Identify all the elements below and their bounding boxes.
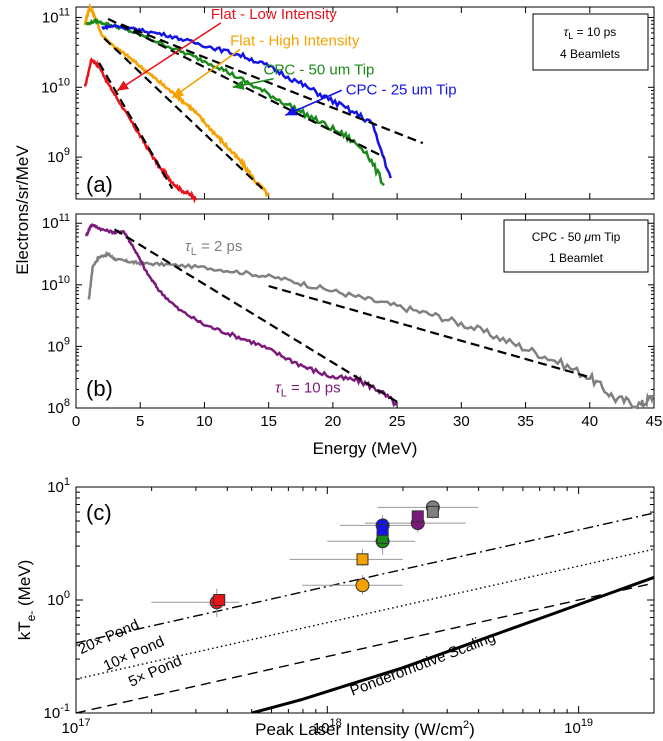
b-xtick-label-4: 20 [325,413,342,430]
b-y-tick-label-0: 108 [47,397,70,417]
a-arrow-flat-high-intensity [171,48,241,99]
legend-b-tip: m Tip [591,230,621,244]
c-point-square-flat-high-intensity [356,553,369,566]
c-line-5-pond [76,582,654,713]
svg-text:Peak Laser Intensity (W/cm2): Peak Laser Intensity (W/cm2) [255,719,475,739]
b-xtick-label-8: 40 [581,413,598,430]
y-axis-label-c-sub: e- [24,611,38,622]
c-point-square-flat-low-intensity [213,594,226,606]
panel-b-frame [75,213,655,409]
c-y-tick-label-2: 101 [47,476,70,496]
legend-b-cpc: CPC - 50 [532,230,585,244]
b-y-tick-label-2: 1010 [41,274,70,294]
b-xtick-label-7: 35 [517,413,534,430]
c-point-square-1-beamlet-10-ps [411,510,424,523]
legend-a-tau: τ [564,25,570,39]
a-arrow-flat-low-intensity [116,22,222,92]
a-fit-25um [120,23,424,145]
x-axis-label-c: Peak Laser Intensity (W/cm [255,720,463,739]
c-point-circle-flat-high-intensity [355,578,370,593]
a-label-cpc-50-um-tip: CPC - 50 um Tip [264,62,375,79]
b-xtick-label-0: 0 [72,413,80,430]
c-x-tick-label-1: 1018 [313,717,342,737]
legend-b-mu: μ [583,230,591,244]
a-arrowhead-cpc-25-um-tip [285,106,298,116]
b-xtick-label-3: 15 [260,413,277,430]
a-arrowhead-flat-high-intensity [172,87,185,98]
b-xtick-label-2: 10 [196,413,213,430]
a-label-flat-high-intensity: Flat - High Intensity [230,32,360,49]
b-xtick-label-1: 5 [136,413,144,430]
c-line-20-pond [76,512,654,644]
svg-text:τL = 10 ps: τL = 10 ps [564,25,617,41]
y-axis-label-ab: Electrons/sr/MeV [13,145,32,275]
b-fit-10ps [113,228,398,403]
c-line-ponderomotive-scaling [251,575,654,713]
b-xtick-label-6: 30 [453,413,470,430]
y-axis-label-c-unit: (MeV) [15,560,34,611]
c-x-tick-label-2: 1019 [564,717,593,737]
a-arrowhead-cpc-50-um-tip [232,80,245,90]
c-y-tick-label-1: 100 [47,589,70,609]
a-series-flat-high-intensity [83,2,270,198]
b-y-tick-label-1: 109 [47,335,70,355]
a-label-cpc-25-um-tip: CPC - 25 um Tip [346,81,457,98]
b-xtick-label-9: 45 [646,413,663,430]
a-fit-50um [107,17,385,159]
legend-a-beamlets: 4 Beamlets [560,47,620,61]
b-series-l-2-ps [87,250,655,410]
a-label-flat-low-intensity: Flat - Low Intensity [211,6,337,23]
svg-text:CPC - 50 μm Tip: CPC - 50 μm Tip [532,230,621,244]
c-point-square-1-beamlet-2-ps [426,505,439,518]
y-axis-label-c: kT [15,621,34,640]
b-series-l-10-ps [85,223,398,408]
b-label-l-2-ps: τL = 2 ps [185,238,242,258]
a-series-flat-low-intensity [83,57,197,204]
legend-b-beamlet: 1 Beamlet [549,251,604,265]
panel-b: 108 109 1010 1011 0 5 10 15 20 25 30 35 40 45 τL = 2 … [41,212,662,458]
panel-b-label: (b) [86,376,113,401]
x-axis-label-c-close: ) [469,720,475,739]
c-point-square-cpc-25-um-tip [376,523,389,536]
x-axis-label-b: Energy (MeV) [313,439,418,458]
panel-b-legend-box: CPC - 50 μm Tip 1 Beamlet [503,219,649,273]
c-x-tick-label-0: 1017 [62,717,91,737]
svg-text:kTe- (MeV): kTe- (MeV) [15,560,38,641]
b-xtick-label-5: 25 [389,413,406,430]
a-arrowhead-flat-low-intensity [117,80,130,91]
b-fit-2ps [268,284,591,379]
c-label-ponderomotive-scaling: Ponderomotive Scaling [348,629,498,700]
legend-a-tau-sub: L [568,31,573,41]
b-label-l-10-ps: τL = 10 ps [275,380,341,400]
panel-a-legend-box: τL = 10 ps 4 Beamlets [532,13,649,71]
a-y-tick-label-0: 109 [47,146,70,166]
a-fit-high [103,37,264,190]
panel-c-label: (c) [86,500,112,525]
a-y-tick-label-1: 1010 [41,76,70,96]
legend-a-tau-value: = 10 ps [573,25,616,39]
a-series-cpc-25-um-tip [101,23,392,179]
panel-a-label: (a) [86,172,113,197]
a-y-tick-label-2: 1011 [42,6,70,26]
c-y-tick-label-0: 10-1 [44,702,70,722]
panel-a: 109 1010 1011 Flat - Low Intensity Flat - H… [41,2,655,204]
a-fit-low [98,62,174,190]
x-axis-label-c-sup: 2 [463,719,469,731]
b-y-tick-label-3: 1011 [42,212,70,232]
